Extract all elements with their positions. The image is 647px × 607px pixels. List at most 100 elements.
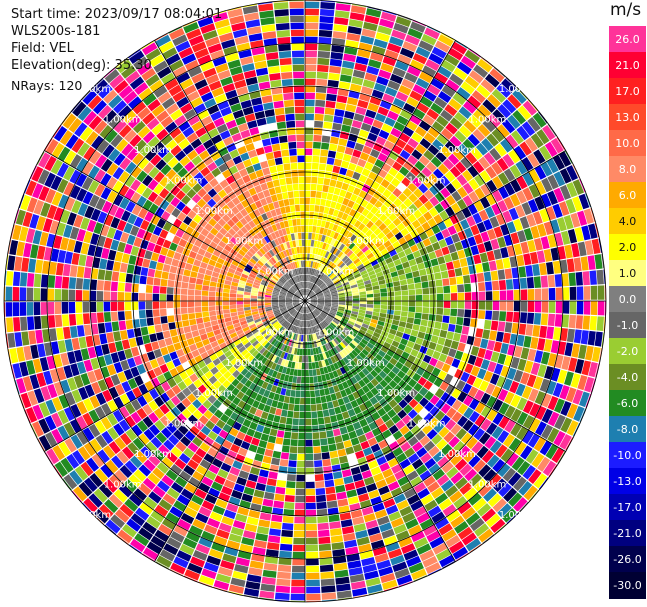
range-gate	[435, 399, 446, 410]
range-gate	[373, 365, 382, 374]
range-gate	[573, 329, 582, 344]
range-gate	[254, 279, 262, 284]
range-gate	[385, 156, 396, 167]
range-gate	[352, 187, 362, 196]
range-gate	[250, 391, 258, 400]
range-gate	[133, 488, 148, 502]
range-gate	[88, 423, 101, 438]
range-gate	[262, 167, 271, 176]
range-gate	[83, 110, 97, 126]
range-gate	[314, 318, 319, 325]
range-gate	[115, 58, 128, 68]
range-gate	[159, 415, 171, 427]
range-gate	[193, 379, 203, 389]
range-gate	[194, 144, 206, 155]
range-gate	[138, 87, 153, 101]
range-gate	[271, 319, 278, 325]
range-gate	[312, 319, 316, 326]
range-gate	[328, 313, 335, 318]
range-gate	[442, 158, 455, 170]
range-gate	[468, 454, 481, 468]
range-gate	[469, 517, 485, 532]
range-gate	[191, 155, 203, 166]
range-gate	[444, 236, 454, 246]
range-gate	[381, 123, 393, 134]
range-gate	[271, 303, 279, 307]
range-gate	[320, 142, 330, 150]
range-gate	[548, 301, 556, 314]
range-gate	[260, 160, 269, 169]
range-gate	[578, 391, 590, 408]
range-gate	[127, 442, 140, 455]
range-gate	[350, 509, 363, 519]
range-gate	[197, 54, 212, 66]
range-gate	[345, 303, 353, 306]
range-gate	[249, 421, 258, 431]
range-gate	[379, 18, 395, 29]
range-gate	[536, 129, 550, 145]
range-gate	[159, 199, 170, 211]
range-gate	[468, 48, 481, 58]
range-gate	[419, 397, 429, 408]
range-gate	[280, 251, 286, 259]
range-gate	[239, 425, 249, 434]
range-gate	[503, 487, 518, 502]
range-gate	[315, 99, 326, 107]
range-gate	[280, 290, 287, 294]
range-gate	[57, 249, 67, 263]
range-gate	[114, 509, 130, 523]
range-gate	[139, 275, 147, 285]
range-gate	[360, 256, 369, 264]
range-gate	[429, 196, 440, 207]
range-gate	[200, 365, 210, 375]
range-gate	[327, 261, 333, 268]
range-gate	[245, 315, 253, 320]
range-gate	[339, 167, 348, 176]
range-gate	[271, 265, 278, 273]
range-gate	[314, 269, 319, 277]
range-gate	[19, 272, 28, 287]
range-gate	[89, 438, 102, 453]
range-gate	[186, 132, 199, 144]
range-gate	[341, 279, 349, 285]
range-gate	[284, 374, 290, 382]
range-gate	[108, 114, 122, 129]
range-gate	[423, 200, 434, 211]
range-gate	[333, 256, 340, 264]
range-gate	[255, 320, 263, 326]
range-gate	[428, 251, 437, 260]
range-gate	[142, 112, 156, 125]
range-gate	[301, 362, 305, 370]
range-gate	[405, 272, 413, 279]
range-gate	[218, 522, 232, 533]
range-gate	[352, 391, 361, 400]
range-gate	[191, 265, 200, 273]
range-gate	[65, 134, 79, 150]
range-gate	[222, 553, 237, 564]
range-gate	[328, 222, 335, 230]
range-gate	[303, 334, 305, 342]
range-gate	[310, 295, 317, 299]
range-gate	[376, 456, 387, 466]
range-gate	[128, 493, 143, 507]
range-gate	[520, 301, 528, 312]
range-gate	[534, 390, 546, 405]
range-gate	[506, 221, 517, 234]
range-gate	[544, 365, 554, 380]
range-gate	[147, 191, 159, 203]
range-gate	[330, 348, 336, 356]
range-gate	[110, 291, 118, 301]
range-gate	[283, 344, 288, 352]
range-gate	[279, 327, 286, 334]
range-gate	[512, 311, 521, 323]
range-gate	[282, 242, 288, 250]
range-gate	[271, 514, 283, 523]
range-gate	[265, 211, 273, 219]
range-gate	[39, 231, 49, 246]
range-gate	[142, 553, 155, 562]
range-gate	[491, 162, 503, 175]
range-gate	[292, 310, 297, 317]
range-gate	[58, 194, 69, 209]
range-gate	[129, 76, 145, 90]
range-gate	[284, 322, 290, 329]
